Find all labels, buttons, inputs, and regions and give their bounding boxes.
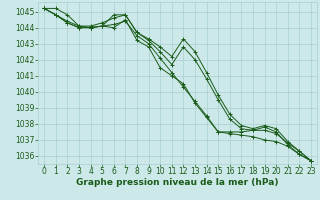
X-axis label: Graphe pression niveau de la mer (hPa): Graphe pression niveau de la mer (hPa) <box>76 178 279 187</box>
